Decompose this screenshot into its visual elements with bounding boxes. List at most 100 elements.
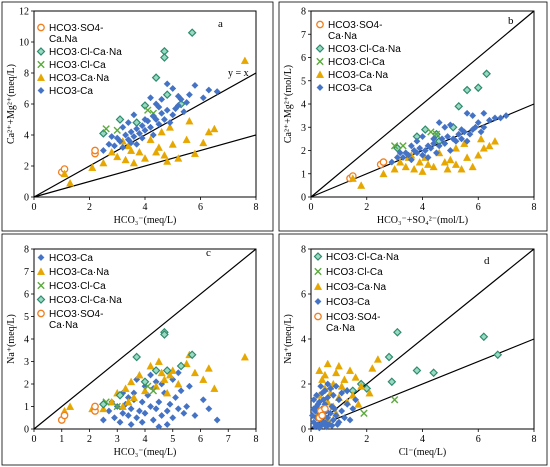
data-point bbox=[154, 357, 163, 365]
data-point bbox=[180, 108, 188, 116]
legend-label: HCO3·Cl-Ca·Na bbox=[49, 47, 122, 58]
y-tick-label: 5 bbox=[24, 312, 29, 323]
data-point bbox=[435, 142, 443, 150]
data-point-stroke-2 bbox=[144, 106, 152, 114]
data-point bbox=[152, 116, 160, 123]
data-point bbox=[324, 380, 332, 388]
data-point bbox=[199, 138, 208, 147]
data-point bbox=[174, 369, 182, 377]
y-tick-label: 0 bbox=[24, 193, 29, 204]
data-point bbox=[163, 157, 172, 165]
data-point bbox=[199, 396, 207, 404]
panel-b-label: b bbox=[508, 15, 514, 27]
data-point bbox=[166, 119, 174, 127]
data-point bbox=[124, 397, 133, 406]
data-point bbox=[451, 144, 460, 152]
panel-c-label: c bbox=[206, 247, 211, 259]
series-HCO3-Ca bbox=[99, 80, 221, 154]
data-point bbox=[154, 143, 163, 151]
data-point bbox=[140, 154, 150, 162]
data-point bbox=[466, 130, 474, 138]
legend-marker-stroke-2 bbox=[37, 60, 45, 69]
data-point bbox=[438, 135, 446, 143]
panel-a-border bbox=[1, 1, 274, 232]
data-point bbox=[172, 394, 180, 401]
data-point bbox=[427, 144, 435, 152]
data-point bbox=[183, 98, 191, 106]
data-point bbox=[169, 414, 177, 422]
data-point bbox=[329, 416, 337, 424]
data-point bbox=[99, 158, 108, 167]
data-point-stroke-2 bbox=[360, 409, 368, 417]
data-point bbox=[458, 135, 466, 143]
data-point-stroke-2 bbox=[149, 387, 158, 395]
data-point bbox=[147, 371, 155, 379]
data-point bbox=[174, 154, 183, 162]
data-point bbox=[473, 83, 483, 93]
data-point bbox=[357, 382, 366, 390]
data-point bbox=[407, 156, 415, 164]
x-tick-label: 8 bbox=[532, 434, 537, 445]
data-point bbox=[213, 416, 221, 424]
legend-label: HCO3·SO4- bbox=[326, 312, 380, 323]
y-tick-label: 8 bbox=[24, 69, 29, 80]
data-point bbox=[182, 359, 191, 368]
data-point bbox=[99, 147, 107, 154]
data-point bbox=[160, 375, 169, 383]
data-point bbox=[205, 86, 213, 94]
series-HCO3-Ca-Na bbox=[60, 350, 249, 415]
legend-label: HCO3·SO4- bbox=[49, 23, 103, 34]
y-tick-label: 4 bbox=[301, 335, 306, 346]
data-point bbox=[323, 359, 332, 368]
data-point bbox=[320, 370, 329, 379]
data-point bbox=[346, 416, 354, 424]
y-tick-label: 2 bbox=[301, 146, 306, 157]
data-point bbox=[396, 149, 404, 157]
data-point bbox=[135, 129, 143, 137]
legend-marker bbox=[37, 60, 45, 69]
data-point bbox=[468, 162, 477, 171]
y-tick-label: 2 bbox=[301, 380, 306, 391]
data-point bbox=[132, 118, 142, 127]
data-point bbox=[122, 131, 130, 139]
data-point bbox=[116, 137, 124, 145]
data-point bbox=[310, 396, 318, 404]
data-point bbox=[130, 133, 138, 141]
data-point bbox=[124, 412, 132, 419]
data-point bbox=[390, 396, 399, 404]
data-point bbox=[441, 140, 449, 148]
data-point bbox=[435, 119, 443, 127]
data-point bbox=[451, 160, 460, 168]
data-point bbox=[144, 106, 152, 114]
legend-label: HCO3·Cl-Ca bbox=[328, 57, 385, 68]
data-point bbox=[412, 366, 422, 375]
data-point bbox=[115, 390, 125, 400]
data-point bbox=[444, 133, 452, 141]
data-point bbox=[163, 106, 171, 114]
data-point bbox=[121, 155, 130, 164]
data-point bbox=[135, 147, 144, 156]
data-point bbox=[147, 123, 155, 131]
panel-a: a y = x 0 2 4 6 8 0 2 4 6 8 10 12 HCO₃⁻(meq/L) Ca²⁺+M… bbox=[1, 1, 274, 232]
data-point bbox=[446, 155, 455, 164]
series-HCO3-Cl-Ca-Na bbox=[348, 327, 503, 396]
data-point bbox=[343, 400, 351, 408]
data-point bbox=[168, 140, 177, 148]
data-point bbox=[446, 121, 454, 129]
data-point bbox=[162, 366, 172, 375]
legend-label: Ca·Na bbox=[326, 323, 355, 334]
data-point bbox=[185, 116, 194, 125]
legend-marker-stroke-2 bbox=[314, 267, 322, 276]
data-point bbox=[191, 412, 199, 419]
data-point bbox=[60, 411, 69, 420]
data-point bbox=[399, 142, 407, 150]
data-point-stroke-2 bbox=[390, 396, 399, 404]
y-tick-label: 6 bbox=[301, 53, 306, 64]
data-point bbox=[187, 350, 197, 360]
legend-marker bbox=[316, 20, 324, 29]
data-point bbox=[393, 153, 401, 161]
data-point bbox=[474, 151, 483, 159]
x-tick-label: 2 bbox=[87, 434, 92, 445]
x-tick-label: 3 bbox=[115, 434, 120, 445]
legend-label: HCO3-Ca·Na bbox=[328, 70, 388, 81]
